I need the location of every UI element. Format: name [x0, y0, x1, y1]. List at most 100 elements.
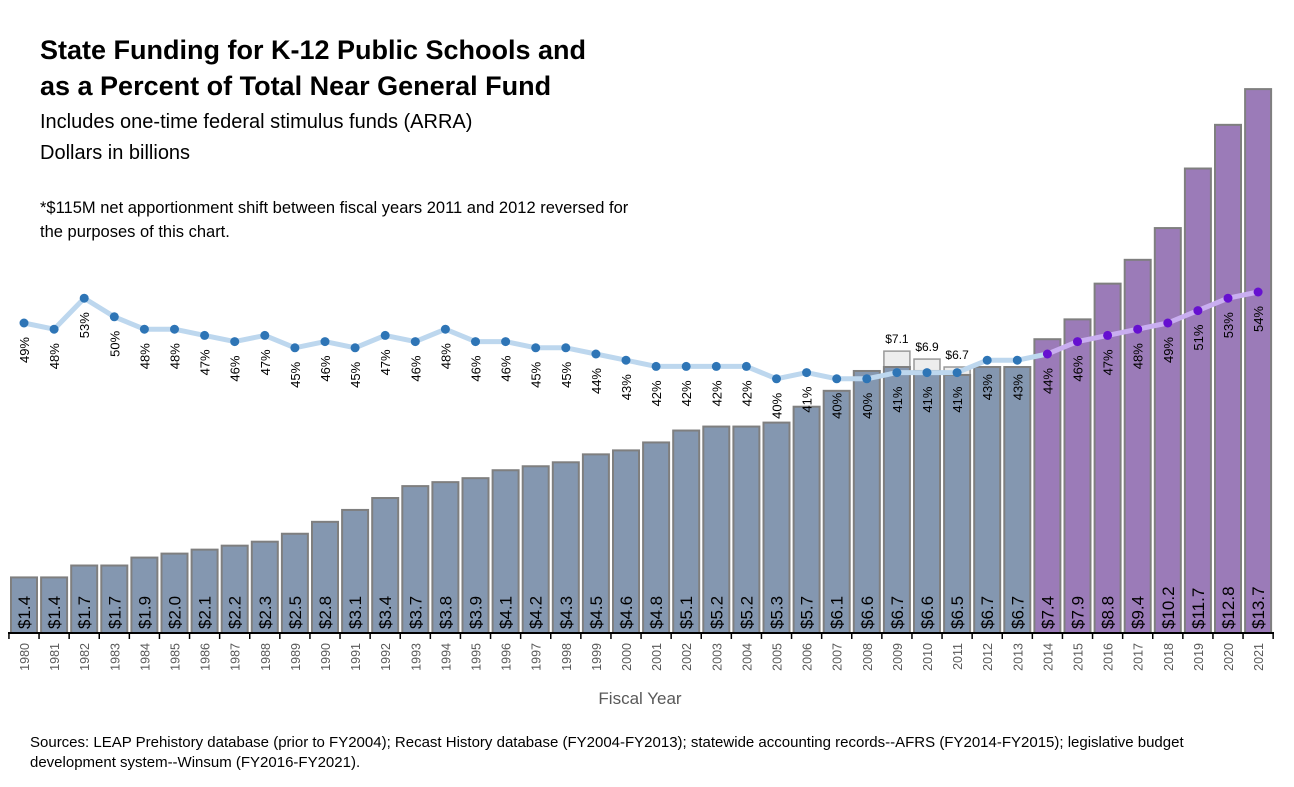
x-tick-label: 1980	[18, 643, 32, 671]
percent-label: 47%	[378, 349, 393, 375]
x-tick-label: 2005	[771, 643, 785, 671]
bar-value-label: $2.3	[256, 596, 275, 629]
bar-value-label: $8.8	[1099, 596, 1118, 629]
bar	[1214, 123, 1242, 634]
percent-point	[591, 349, 601, 359]
bar-value-label: $6.7	[1008, 596, 1027, 629]
percent-point	[681, 361, 691, 371]
bar	[913, 369, 941, 634]
percent-label: 54%	[1251, 306, 1266, 332]
percent-point	[200, 330, 210, 340]
title-line-2: as a Percent of Total Near General Fund	[40, 71, 552, 101]
percent-point	[741, 361, 751, 371]
percent-label: 44%	[589, 368, 604, 394]
bar	[100, 564, 129, 635]
bar	[160, 552, 189, 634]
x-tick-label: 2009	[891, 643, 905, 671]
subtitle-arra: Includes one-time federal stimulus funds…	[40, 111, 473, 133]
percent-point	[1012, 355, 1022, 365]
bar	[521, 465, 550, 635]
bar-value-label: $3.8	[436, 596, 455, 629]
percent-label: 40%	[770, 392, 785, 418]
x-tick-label: 2006	[801, 643, 815, 671]
chart-title: State Funding for K-12 Public Schools an…	[40, 32, 680, 104]
percent-label: 48%	[1131, 343, 1146, 369]
percent-label: 49%	[17, 337, 32, 363]
bar-value-label: $3.1	[346, 596, 365, 629]
percent-point	[410, 337, 420, 347]
percent-label: 46%	[1071, 355, 1086, 381]
percent-point	[1133, 324, 1143, 334]
bar-value-label: $10.2	[1159, 586, 1178, 629]
x-tick-label: 2012	[981, 643, 995, 671]
percent-point	[922, 368, 932, 378]
bar-value-label: $9.4	[1129, 596, 1148, 629]
percent-point	[139, 324, 149, 334]
bar	[852, 369, 881, 634]
bar-value-label: $4.2	[527, 596, 546, 629]
arra-total-label: $6.9	[915, 340, 939, 354]
x-tick-label: 1993	[409, 643, 423, 671]
percent-point	[170, 324, 179, 334]
x-tick-label: 1989	[289, 643, 303, 671]
bar	[341, 508, 370, 634]
sources-note: Sources: LEAP Prehistory database (prior…	[30, 734, 1184, 771]
bar	[973, 366, 1002, 634]
percent-point	[952, 368, 962, 378]
bar-value-label: $5.2	[737, 596, 756, 629]
bar	[250, 540, 279, 634]
subtitle-units: Dollars in billions	[40, 142, 191, 164]
percent-point	[49, 324, 59, 334]
bar-value-label: $6.5	[948, 596, 967, 629]
percent-point	[260, 330, 270, 340]
bar-value-label: $3.7	[406, 596, 425, 629]
percent-label: 46%	[469, 355, 484, 381]
x-tick-label: 1986	[199, 643, 213, 671]
x-tick-label: 1988	[259, 643, 273, 671]
x-tick-label: 2015	[1072, 643, 1086, 671]
x-tick-label: 2021	[1252, 643, 1266, 671]
x-tick-label: 1992	[379, 643, 393, 671]
bar-value-label: $1.7	[105, 596, 124, 629]
percent-point	[772, 374, 781, 384]
x-tick-label: 1999	[590, 643, 604, 671]
percent-point	[1223, 293, 1233, 303]
x-tick-label: 1982	[78, 643, 92, 671]
bar-value-label: $3.4	[376, 596, 395, 629]
bar	[642, 441, 671, 634]
x-tick-label: 2017	[1132, 643, 1146, 671]
percent-label: 42%	[649, 380, 664, 406]
bar-value-label: $5.1	[677, 596, 696, 629]
percent-point	[1042, 349, 1052, 359]
percent-label: 41%	[800, 386, 815, 412]
percent-label: 45%	[348, 361, 363, 387]
bar-value-label: $2.0	[166, 596, 185, 629]
percent-label: 42%	[709, 380, 724, 406]
bar	[130, 556, 159, 635]
bar-value-label: $1.4	[15, 596, 34, 629]
bar-value-label: $6.6	[858, 596, 877, 629]
chart-note: *$115M net apportionment shift between f…	[40, 199, 629, 241]
percent-point	[501, 337, 511, 347]
bar	[190, 548, 219, 635]
percent-point	[561, 343, 571, 353]
bar-value-label: $3.9	[467, 596, 486, 629]
percent-label: 43%	[980, 374, 995, 400]
bar	[371, 497, 400, 634]
percent-label: 43%	[619, 374, 634, 400]
percent-label: 45%	[559, 361, 574, 387]
percent-label: 50%	[107, 330, 122, 356]
x-tick-label: 2016	[1102, 643, 1116, 671]
percent-label: 47%	[1101, 349, 1116, 375]
percent-label: 42%	[739, 380, 754, 406]
bar-value-label: $1.4	[45, 596, 64, 629]
bar-value-label: $6.6	[918, 596, 937, 629]
percent-line-projected	[1046, 289, 1259, 357]
x-tick-label: 1987	[229, 643, 243, 671]
bar-value-label: $5.3	[768, 596, 787, 629]
bar-value-label: $6.1	[828, 596, 847, 629]
bar	[581, 453, 610, 634]
title-line-1: State Funding for K-12 Public Schools an…	[40, 35, 587, 65]
bar-value-label: $7.4	[1038, 596, 1057, 629]
bar	[1063, 318, 1092, 634]
